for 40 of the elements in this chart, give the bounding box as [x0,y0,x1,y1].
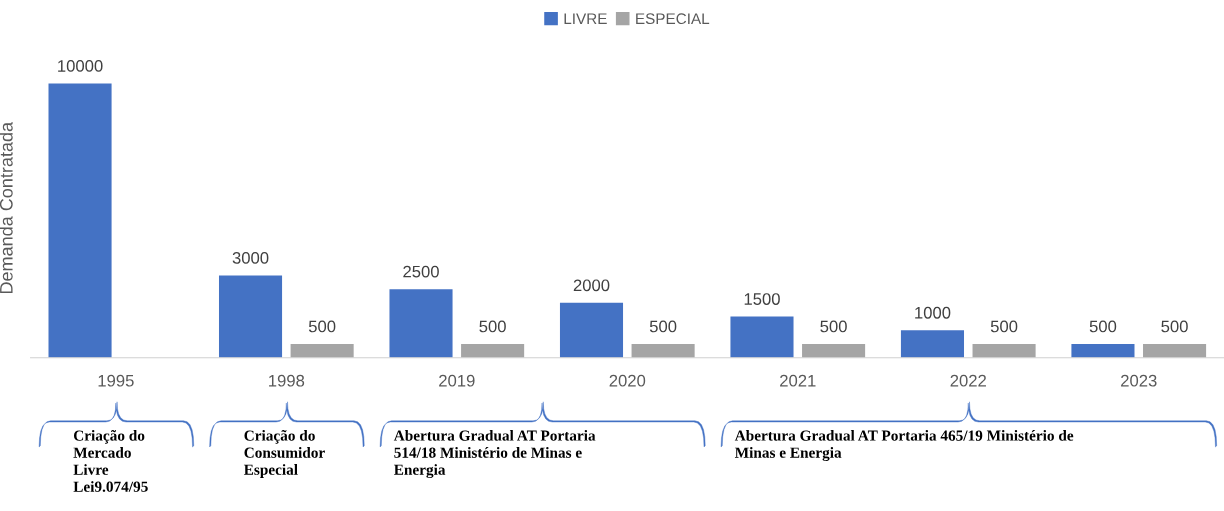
data-label: 500 [649,320,677,333]
bar [559,302,624,358]
x-tick-label: 1998 [269,374,305,387]
data-label: 3000 [232,251,269,264]
data-label: 2000 [573,279,610,292]
x-tick-label: 2021 [780,374,816,387]
data-label: 500 [1089,320,1117,333]
data-label: 1000 [915,306,951,319]
x-tick-label: 2020 [609,374,646,387]
text: Abertura Gradual AT Portaria 514/18 Ministério de Minas e Energia [393,430,596,479]
x-tick-label: 2019 [439,374,475,387]
data-label: 500 [820,320,847,333]
bar [461,343,525,358]
bar [900,330,965,358]
bar [48,83,112,358]
bar [389,289,453,358]
text: Criação do Consumidor Especial [243,429,325,478]
x-tick-label: 2022 [950,374,986,387]
text: Abertura Gradual AT Portaria 465/19 Ministério de Minas e Energia [734,429,1074,462]
bar [290,343,354,358]
data-label: 1500 [744,293,780,305]
bar [1143,343,1207,358]
x-tick-label: 1995 [98,374,134,387]
bar [1071,343,1135,358]
y-axis-title: Demanda Contratada [0,121,13,294]
data-label: 500 [479,320,506,333]
bar [218,275,283,358]
data-label: 500 [990,320,1018,333]
x-tick-label: 2023 [1121,374,1157,387]
data-label: 10000 [58,60,103,72]
data-label: 500 [308,320,336,333]
legend-label: LIVRE [564,13,607,24]
bar [802,343,866,358]
bar [631,343,695,358]
text: Criação do Mercado Livre Lei9.074/95 [73,429,148,492]
legend-label: ESPECIAL [636,13,710,25]
data-label: 2500 [403,265,439,278]
bar [972,343,1036,358]
bar [730,316,794,358]
data-label: 500 [1161,320,1188,333]
